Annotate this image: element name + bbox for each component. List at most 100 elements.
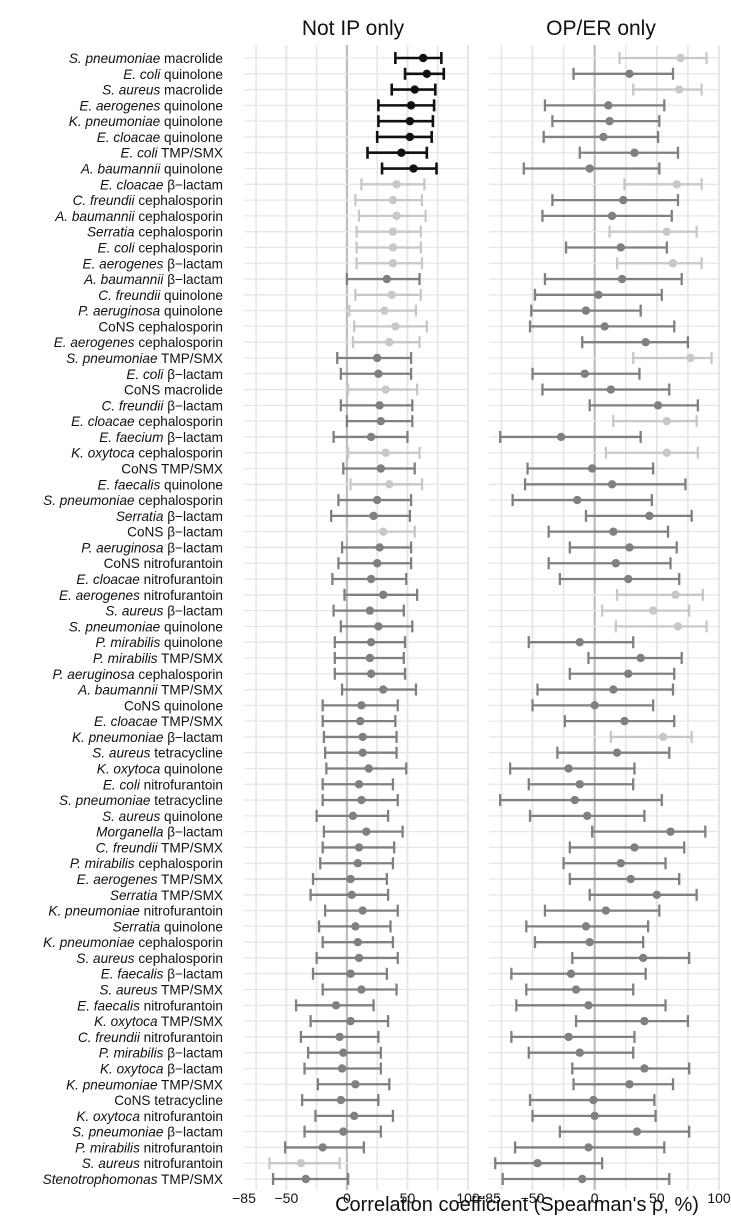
ci-op-er-row-11 [541,209,673,222]
row-label-class: TMP/SMX [158,1077,223,1092]
row-label-organism: E. coli [123,67,161,82]
ci-not-ip-row-15 [345,273,421,286]
row-label: CoNS cephalosporin [98,319,223,334]
ci-op-er-row-72 [501,1173,671,1185]
point-estimate [337,1064,347,1073]
x-tick-label: −50 [275,1190,299,1206]
row-label: E. cloacae TMP/SMX [94,714,223,729]
row-label-organism: A. baumannii [83,272,164,287]
row-label: A. baumannii TMP/SMX [77,683,223,698]
point-estimate [422,69,432,78]
row-label: P. aeruginosa β−lactam [81,540,223,555]
row-label-class: TMP/SMX [158,888,223,903]
point-estimate [346,1016,355,1026]
point-estimate [348,811,358,821]
point-estimate [379,590,388,600]
row-label-organism: P. mirabilis [70,856,135,871]
ci-not-ip-row-54 [309,888,390,901]
point-estimate [641,337,650,347]
panel-title-op-er-only: OP/ER only [546,17,656,40]
row-label: E. coli TMP/SMX [121,146,224,161]
ci-not-ip-row-1 [394,52,443,64]
point-estimate [349,1111,359,1121]
ci-not-ip-row-40 [333,667,407,680]
point-estimate [587,464,597,473]
point-estimate [575,637,584,647]
point-estimate [604,101,613,110]
point-estimate [388,243,398,252]
row-label-organism: A. baumannii [80,162,161,177]
row-label-organism: K. oxytoca [71,446,135,461]
point-estimate [364,764,373,773]
panel-title-not-ip-only: Not IP only [302,17,405,40]
ci-not-ip-row-45 [323,746,398,759]
ci-not-ip-row-70 [284,1141,366,1154]
point-estimate [564,1032,573,1042]
point-estimate [584,1143,593,1152]
ci-not-ip-row-11 [357,209,427,222]
ci-op-er-row-18 [528,320,676,333]
x-axis-title: Correlation coefficient (Spearman's ρ, %… [335,1194,699,1216]
x-tick-label: 100 [456,1190,480,1206]
point-estimate [640,1064,649,1073]
point-estimate [419,53,428,63]
point-estimate [585,937,594,947]
point-estimate [366,669,376,678]
row-label: S. pneumoniae quinolone [69,619,223,634]
ci-op-er-row-20 [632,351,713,364]
row-label-organism: K. oxytoca [97,761,161,776]
row-label-organism: E. faecalis [101,967,164,982]
point-estimate [346,874,355,884]
ci-op-er-row-54 [588,888,698,901]
point-estimate [362,827,371,836]
row-label: A. baumannii cephalosporin [54,209,223,224]
ci-op-er-row-67 [528,1094,656,1107]
row-label-class: TMP/SMX [158,1014,223,1029]
point-estimate [662,416,671,426]
ci-not-ip-row-67 [300,1094,380,1107]
row-label-organism: P. mirabilis [75,1140,140,1155]
ci-not-ip-row-7 [366,146,429,159]
ci-not-ip-row-42 [321,699,399,712]
row-label: S. pneumoniae tetracycline [59,793,223,808]
x-tick-label: 0 [343,1190,351,1206]
point-estimate [374,622,383,631]
ci-op-er-row-58 [571,951,691,964]
point-estimate [381,448,390,457]
point-estimate [405,116,415,126]
ci-not-ip-row-69 [303,1125,382,1138]
row-label: S. aureus β−lactam [105,604,223,619]
row-label: C. freundii TMP/SMX [96,840,223,855]
row-label-organism: C. freundii [78,1030,141,1045]
row-label-organism: C. freundii [73,193,136,208]
row-label-class: TMP/SMX [158,683,223,698]
point-estimate [590,701,599,710]
row-label-class: quinolone [160,761,223,776]
row-label: K. pneumoniae nitrofurantoin [48,904,223,919]
ci-op-er-row-12 [608,225,698,238]
ci-not-ip-row-55 [323,904,399,917]
point-estimate [616,243,625,252]
ci-not-ip-row-10 [354,194,424,207]
point-estimate [578,1174,587,1184]
row-label-class: β−lactam [163,367,223,382]
row-label-organism: P. mirabilis [99,1046,164,1061]
row-label: Serratia TMP/SMX [110,888,223,903]
ci-not-ip-row-32 [340,541,413,554]
ci-not-ip-row-9 [360,178,426,191]
ci-op-er-row-17 [530,304,642,317]
ci-op-er-row-69 [558,1125,691,1138]
row-label-organism: C. freundii [96,840,159,855]
x-tick-label: 0 [591,1190,599,1206]
point-estimate [676,53,685,63]
point-estimate [616,859,625,868]
row-label-class: β−lactam [163,825,223,840]
point-estimate [354,780,364,789]
row-label: Stenotrophomonas TMP/SMX [43,1172,223,1187]
row-label-organism: A. baumannii [54,209,135,224]
ci-op-er-row-39 [587,651,683,664]
x-tick-label: 50 [649,1190,665,1206]
row-label-organism: S. aureus [102,809,160,824]
point-estimate [609,527,618,536]
row-label: P. aeruginosa cephalosporin [52,667,223,682]
